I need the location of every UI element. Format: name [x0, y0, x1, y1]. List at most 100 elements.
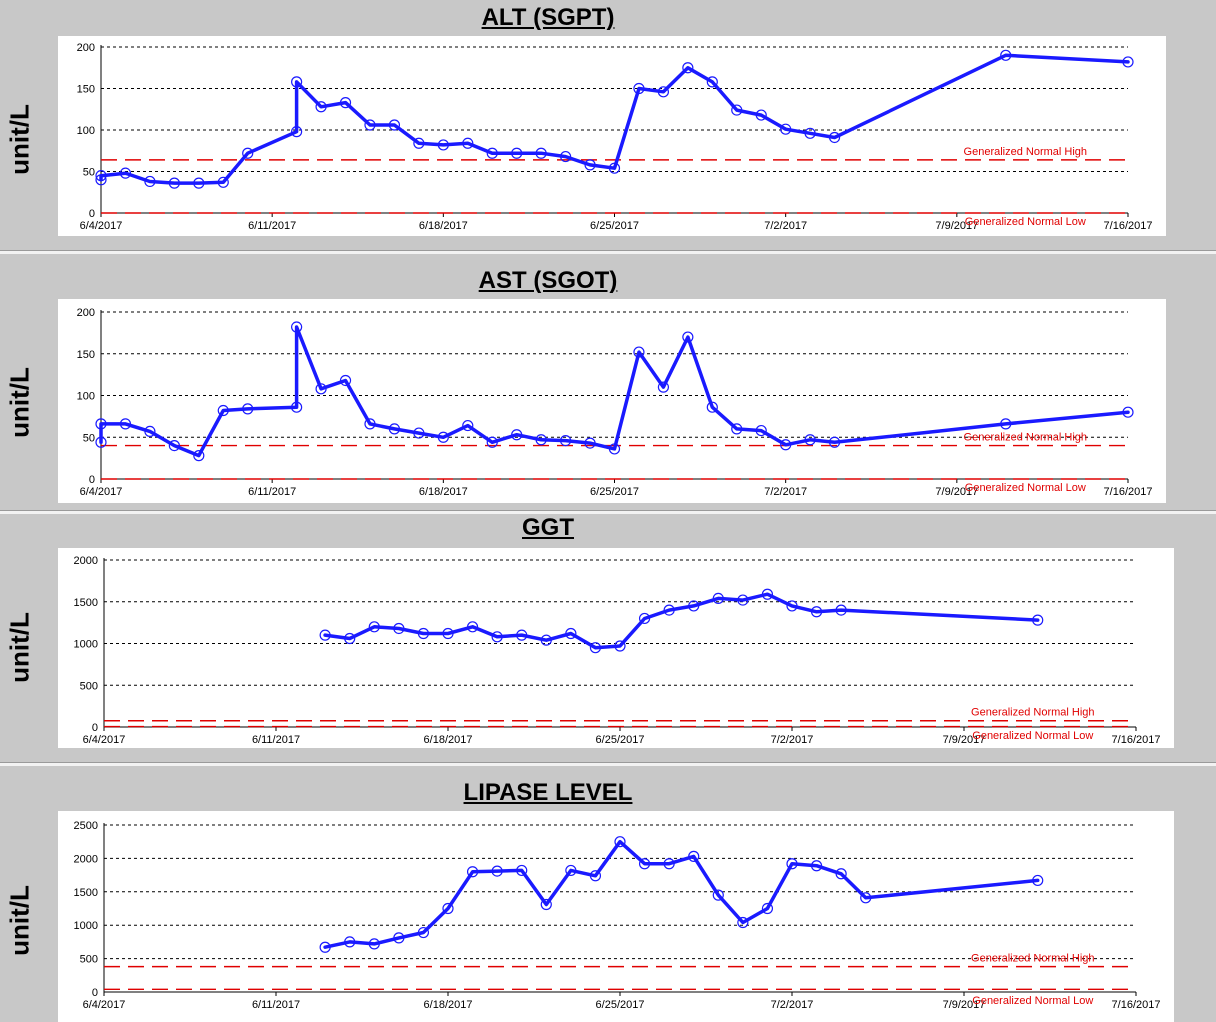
data-point: [486, 147, 498, 159]
y-tick-label: 50: [83, 432, 95, 444]
data-point: [810, 860, 823, 872]
x-tick-label: 6/18/2017: [424, 999, 473, 1011]
y-tick-label: 200: [77, 42, 95, 54]
y-tick-label: 2000: [74, 853, 98, 865]
data-point: [344, 936, 356, 948]
x-tick-label: 7/16/2017: [1112, 999, 1161, 1011]
data-point: [437, 431, 449, 443]
data-point: [466, 866, 479, 878]
x-tick-label: 7/9/2017: [943, 734, 986, 746]
data-point: [364, 119, 376, 131]
x-tick-label: 7/9/2017: [935, 220, 978, 232]
y-tick-label: 50: [83, 167, 95, 179]
data-point: [1000, 49, 1012, 61]
data-point: [608, 162, 621, 174]
data-point: [712, 889, 724, 901]
x-tick-label: 6/18/2017: [424, 734, 473, 746]
data-point: [291, 401, 303, 413]
y-tick-label: 2500: [74, 820, 98, 832]
data-point: [95, 174, 107, 186]
x-tick-label: 7/16/2017: [1112, 734, 1161, 746]
chart-panel-lipase: LIPASE LEVEL unit/L: [0, 767, 1216, 1022]
data-point: [633, 82, 645, 95]
y-tick-label: 0: [92, 722, 98, 734]
x-tick-label: 6/11/2017: [248, 486, 296, 498]
y-tick-label: 0: [89, 474, 95, 486]
x-tick-label: 6/11/2017: [248, 220, 296, 232]
data-point: [755, 109, 767, 121]
data-point: [1032, 874, 1044, 887]
data-point: [780, 123, 792, 135]
data-point: [638, 858, 651, 870]
y-tick-label: 200: [77, 307, 95, 319]
y-tick-label: 100: [77, 391, 95, 403]
data-point: [786, 858, 798, 870]
data-point: [388, 119, 401, 131]
data-point: [242, 147, 254, 159]
chart-panel-alt: ALT (SGPT) unit/L: [0, 0, 1216, 250]
reference-line-label: Generalized Normal Low: [972, 995, 1093, 1007]
data-point: [663, 858, 675, 870]
x-tick-label: 6/11/2017: [252, 734, 300, 746]
data-point: [584, 159, 596, 171]
data-point: [737, 916, 749, 929]
data-point: [828, 131, 841, 144]
reference-line-label: Generalized Normal High: [964, 146, 1088, 158]
data-point: [608, 443, 621, 455]
reference-line-label: Generalized Normal High: [971, 953, 1095, 965]
data-point: [315, 383, 327, 395]
data-point: [388, 423, 401, 435]
data-point: [1122, 406, 1134, 418]
data-point: [804, 127, 816, 139]
data-point: [780, 439, 792, 451]
x-tick-label: 7/2/2017: [764, 486, 807, 498]
x-tick-label: 6/4/2017: [83, 999, 126, 1011]
x-tick-label: 7/16/2017: [1104, 486, 1153, 498]
panel-divider: [0, 510, 1216, 514]
data-point: [168, 177, 180, 189]
x-tick-label: 6/25/2017: [596, 999, 645, 1011]
x-tick-label: 7/2/2017: [771, 734, 814, 746]
data-point: [835, 604, 847, 616]
plot-area: [58, 36, 1166, 236]
data-point: [242, 403, 254, 415]
data-point: [516, 629, 528, 641]
series-line: [99, 53, 1130, 185]
data-point: [565, 627, 577, 640]
data-point: [119, 418, 132, 430]
data-point: [486, 436, 498, 448]
data-point: [417, 627, 430, 640]
data-point: [291, 126, 303, 138]
data-point: [511, 147, 523, 159]
y-tick-label: 2000: [74, 555, 98, 567]
data-point: [614, 836, 626, 848]
data-point: [804, 434, 816, 446]
data-point: [657, 381, 670, 393]
data-point: [835, 868, 847, 880]
chart-panel-ast: AST (SGOT) unit/L: [0, 255, 1216, 510]
data-point: [168, 440, 180, 452]
data-point: [810, 606, 823, 618]
data-point: [217, 176, 229, 188]
data-point: [417, 926, 430, 939]
x-tick-label: 6/11/2017: [252, 999, 300, 1011]
data-point: [1122, 56, 1134, 68]
data-point: [437, 139, 449, 151]
reference-line-label: Generalized Normal High: [971, 707, 1095, 719]
data-point: [95, 436, 107, 448]
x-tick-label: 7/2/2017: [764, 220, 807, 232]
series-line: [323, 592, 1040, 650]
data-point: [535, 147, 547, 159]
reference-line-label: Generalized Normal Low: [965, 216, 1086, 228]
data-point: [731, 423, 743, 435]
x-tick-label: 7/2/2017: [771, 999, 814, 1011]
data-point: [860, 892, 872, 904]
data-point: [144, 425, 156, 438]
data-point: [319, 629, 331, 641]
data-point: [462, 137, 474, 149]
data-point: [688, 600, 700, 612]
y-tick-label: 0: [92, 987, 98, 999]
chart-title: AST (SGOT): [478, 267, 618, 294]
data-point: [516, 864, 528, 877]
